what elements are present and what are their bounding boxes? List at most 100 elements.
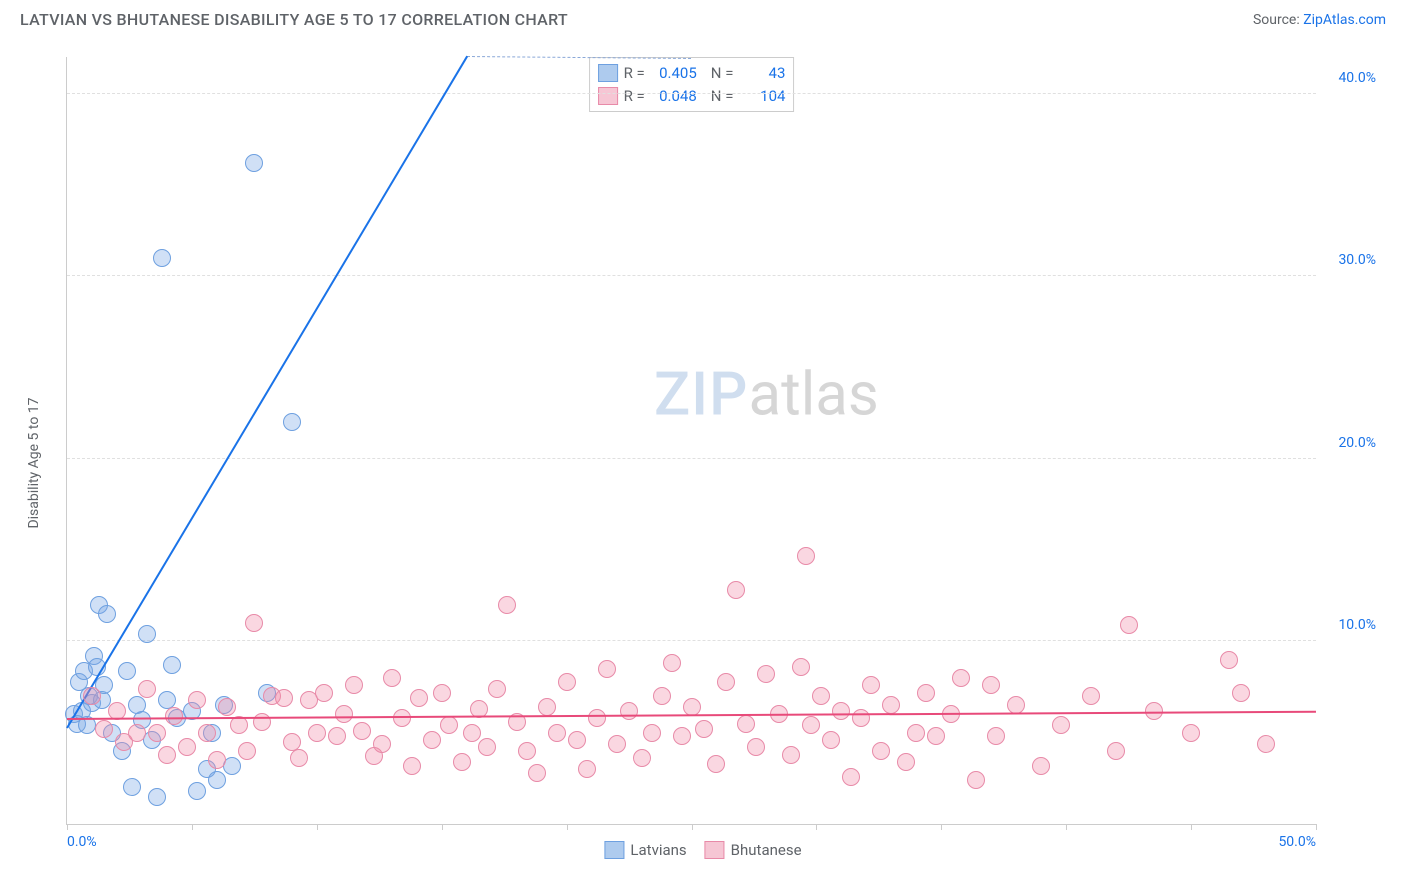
legend-swatch — [598, 87, 618, 105]
data-point — [832, 702, 850, 720]
data-point — [633, 749, 651, 767]
data-point — [643, 724, 661, 742]
data-point — [717, 673, 735, 691]
legend-swatch — [604, 841, 624, 859]
data-point — [967, 771, 985, 789]
data-point — [952, 669, 970, 687]
data-point — [188, 691, 206, 709]
source-attribution: Source: ZipAtlas.com — [1253, 12, 1386, 28]
data-point — [727, 581, 745, 599]
y-tick-label: 30.0% — [1338, 252, 1376, 268]
data-point — [1182, 724, 1200, 742]
data-point — [328, 727, 346, 745]
x-tick — [192, 824, 193, 830]
data-point — [208, 751, 226, 769]
chart-header: LATVIAN VS BHUTANESE DISABILITY AGE 5 TO… — [0, 0, 1406, 35]
data-point — [158, 746, 176, 764]
x-tick — [941, 824, 942, 830]
data-point — [238, 742, 256, 760]
data-point — [218, 698, 236, 716]
data-point — [568, 731, 586, 749]
x-tick — [567, 824, 568, 830]
data-point — [663, 654, 681, 672]
data-point — [608, 735, 626, 753]
source-prefix: Source: — [1253, 12, 1303, 28]
data-point — [423, 731, 441, 749]
data-point — [158, 691, 176, 709]
data-point — [118, 662, 136, 680]
data-point — [578, 760, 596, 778]
data-point — [673, 727, 691, 745]
data-point — [353, 722, 371, 740]
trend-line — [66, 56, 468, 729]
x-tick — [692, 824, 693, 830]
data-point — [747, 738, 765, 756]
data-point — [198, 724, 216, 742]
gridline — [67, 640, 1316, 641]
x-tick — [1316, 824, 1317, 830]
data-point — [148, 788, 166, 806]
x-tick-label: 0.0% — [67, 834, 97, 850]
data-point — [1032, 757, 1050, 775]
data-point — [138, 680, 156, 698]
data-point — [548, 724, 566, 742]
data-point — [230, 716, 248, 734]
data-point — [498, 596, 516, 614]
y-tick-label: 10.0% — [1338, 617, 1376, 633]
data-point — [1107, 742, 1125, 760]
data-point — [802, 716, 820, 734]
data-point — [253, 713, 271, 731]
legend-label: Latvians — [630, 841, 686, 859]
stats-r-label: R = — [624, 62, 645, 85]
data-point — [335, 705, 353, 723]
watermark-right: atlas — [748, 359, 878, 430]
bottom-legend: Latvians Bhutanese — [604, 841, 801, 859]
stats-n-label: N = — [711, 85, 734, 108]
data-point — [440, 716, 458, 734]
data-point — [128, 724, 146, 742]
data-point — [283, 733, 301, 751]
stats-row: R =0.048N =104 — [598, 85, 786, 108]
stats-r-label: R = — [624, 85, 645, 108]
legend-swatch — [705, 841, 725, 859]
data-point — [917, 684, 935, 702]
stats-n-value: 104 — [739, 85, 785, 108]
data-point — [695, 720, 713, 738]
data-point — [757, 665, 775, 683]
data-point — [588, 709, 606, 727]
legend-item: Bhutanese — [705, 841, 802, 859]
data-point — [1257, 735, 1275, 753]
data-point — [373, 735, 391, 753]
watermark-left: ZIP — [654, 359, 748, 430]
data-point — [245, 154, 263, 172]
data-point — [598, 660, 616, 678]
x-tick — [317, 824, 318, 830]
x-tick — [442, 824, 443, 830]
data-point — [792, 658, 810, 676]
data-point — [822, 731, 840, 749]
stats-n-value: 43 — [739, 62, 785, 85]
data-point — [862, 676, 880, 694]
data-point — [478, 738, 496, 756]
legend-item: Latvians — [604, 841, 686, 859]
gridline — [67, 458, 1316, 459]
data-point — [393, 709, 411, 727]
legend-swatch — [598, 64, 618, 82]
y-axis-label: Disability Age 5 to 17 — [26, 397, 42, 528]
data-point — [927, 727, 945, 745]
data-point — [283, 413, 301, 431]
y-tick-label: 40.0% — [1338, 70, 1376, 86]
chart-title: LATVIAN VS BHUTANESE DISABILITY AGE 5 TO… — [20, 10, 568, 29]
data-point — [165, 707, 183, 725]
source-link[interactable]: ZipAtlas.com — [1303, 12, 1386, 28]
data-point — [1220, 651, 1238, 669]
data-point — [188, 782, 206, 800]
x-tick — [816, 824, 817, 830]
data-point — [907, 724, 925, 742]
data-point — [148, 724, 166, 742]
data-point — [308, 724, 326, 742]
data-point — [982, 676, 1000, 694]
watermark: ZIPatlas — [654, 359, 879, 430]
x-tick-label: 50.0% — [1278, 834, 1316, 850]
data-point — [98, 605, 116, 623]
